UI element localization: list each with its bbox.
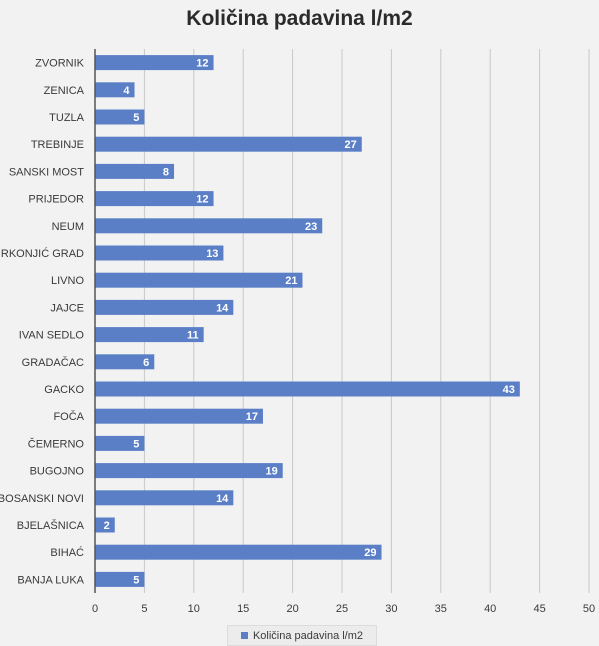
bar	[95, 55, 214, 71]
x-tick-label: 35	[435, 603, 447, 615]
data-label: 11	[187, 330, 199, 342]
data-label: 6	[143, 357, 149, 369]
category-label: IVAN SEDLO	[19, 330, 85, 342]
x-tick-label: 0	[92, 603, 98, 615]
bar	[95, 163, 175, 179]
data-label: 8	[163, 166, 169, 178]
data-label: 14	[216, 302, 229, 314]
bar	[95, 381, 520, 397]
data-label: 5	[133, 574, 139, 586]
category-label: BOSANSKI NOVI	[0, 493, 84, 505]
category-label: BUGOJNO	[30, 466, 85, 478]
bar	[95, 327, 204, 343]
legend: Količina padavina l/m2	[227, 625, 377, 646]
bar	[95, 517, 115, 533]
data-label: 2	[104, 520, 110, 532]
bar	[95, 109, 145, 125]
bar	[95, 136, 362, 152]
category-label: LIVNO	[51, 275, 84, 287]
bar	[95, 245, 224, 261]
x-tick-label: 45	[533, 603, 545, 615]
legend-swatch	[240, 632, 248, 639]
bar	[95, 354, 155, 370]
bar	[95, 218, 323, 234]
data-label: 14	[216, 493, 229, 505]
x-tick-label: 5	[141, 603, 147, 615]
x-tick-label: 25	[336, 603, 348, 615]
category-label: ČEMERNO	[28, 437, 85, 450]
category-label: FOČA	[53, 410, 84, 423]
chart-title: Količina padavina l/m2	[186, 7, 413, 30]
bar	[95, 82, 135, 98]
data-label: 5	[133, 438, 139, 450]
x-tick-label: 50	[583, 603, 595, 615]
data-label: 17	[246, 411, 258, 423]
category-label: PRIJEDOR	[28, 194, 84, 206]
bar	[95, 490, 234, 506]
category-label: GRADAČAC	[22, 356, 84, 369]
category-label: ZENICA	[44, 85, 85, 97]
data-label: 21	[285, 275, 297, 287]
category-label: BJELAŠNICA	[17, 519, 85, 532]
data-label: 29	[364, 547, 376, 559]
bar	[95, 191, 214, 207]
data-label: 23	[305, 221, 317, 233]
data-label: 12	[196, 58, 208, 70]
category-label: ZVORNIK	[35, 58, 85, 70]
x-tick-label: 15	[237, 603, 249, 615]
data-label: 27	[345, 139, 357, 151]
category-label: NEUM	[52, 221, 84, 233]
category-label: JAJCE	[50, 302, 84, 314]
x-tick-label: 20	[286, 603, 298, 615]
bar	[95, 299, 234, 315]
bar	[95, 435, 145, 451]
data-label: 12	[196, 194, 208, 206]
data-label: 4	[123, 85, 130, 97]
category-label: TREBINJE	[31, 139, 84, 151]
category-label: MRKONJIĆ GRAD	[0, 247, 84, 260]
data-label: 43	[503, 384, 515, 396]
bar	[95, 272, 303, 288]
category-label: BIHAĆ	[50, 546, 84, 559]
legend-label: Količina padavina l/m2	[252, 629, 364, 642]
bar	[95, 544, 382, 560]
x-tick-label: 40	[484, 603, 496, 615]
bar	[95, 408, 263, 424]
category-label: TUZLA	[49, 112, 85, 124]
data-label: 5	[133, 112, 139, 124]
bar	[95, 463, 283, 479]
data-label: 19	[265, 466, 277, 478]
category-label: GACKO	[44, 384, 84, 396]
data-label: 13	[206, 248, 218, 260]
x-tick-label: 10	[188, 603, 200, 615]
category-label: SANSKI MOST	[9, 166, 84, 178]
category-label: BANJA LUKA	[17, 574, 84, 586]
bar	[95, 571, 145, 587]
x-tick-label: 30	[385, 603, 397, 615]
